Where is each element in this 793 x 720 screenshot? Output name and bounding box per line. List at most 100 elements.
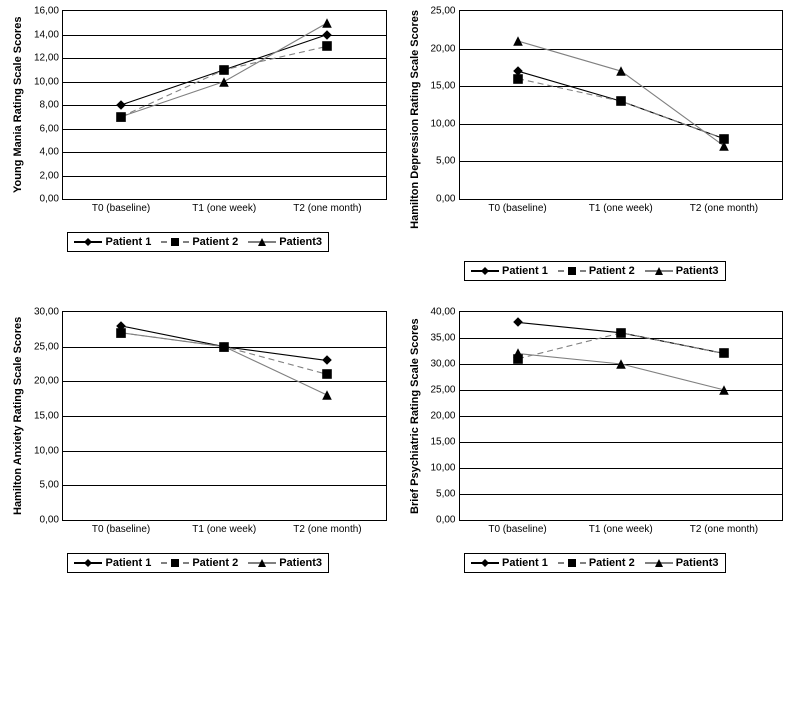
panel-hars: Hamilton Anxiety Rating Scale Scores 0,00… <box>10 311 387 582</box>
legend-item: Patient3 <box>248 557 322 569</box>
data-marker <box>615 327 627 339</box>
legend-label: Patient 1 <box>502 557 548 569</box>
y-tick-label: 10,00 <box>34 445 63 456</box>
panel-hdrs: Hamilton Depression Rating Scale Scores 0… <box>407 10 784 281</box>
y-tick-label: 8,00 <box>40 100 63 111</box>
data-marker <box>718 347 730 359</box>
legend-label: Patient 2 <box>192 236 238 248</box>
chart-area: Hamilton Depression Rating Scale Scores 0… <box>407 10 784 229</box>
y-tick-label: 10,00 <box>430 118 459 129</box>
y-tick-label: 0,00 <box>436 194 459 205</box>
data-marker <box>512 347 524 359</box>
series-line <box>518 41 724 146</box>
y-tick-label: 16,00 <box>34 6 63 17</box>
legend: Patient 1 Patient 2 Patient3 <box>67 232 329 252</box>
legend-item: Patient 1 <box>74 236 151 248</box>
y-tick-label: 10,00 <box>34 76 63 87</box>
y-tick-label: 40,00 <box>430 306 459 317</box>
data-marker <box>615 95 627 107</box>
y-tick-label: 0,00 <box>40 514 63 525</box>
legend-item: Patient3 <box>645 557 719 569</box>
data-marker <box>321 389 333 401</box>
data-marker <box>115 327 127 339</box>
legend-label: Patient3 <box>676 557 719 569</box>
y-tick-label: 12,00 <box>34 53 63 64</box>
data-marker <box>321 368 333 380</box>
legend-item: Patient 2 <box>161 557 238 569</box>
data-marker <box>321 354 333 366</box>
legend-swatch <box>248 236 276 248</box>
legend-label: Patient 1 <box>105 557 151 569</box>
data-marker <box>115 111 127 123</box>
legend-swatch <box>645 557 673 569</box>
legend-item: Patient3 <box>645 265 719 277</box>
legend-swatch <box>74 236 102 248</box>
y-tick-label: 25,00 <box>430 384 459 395</box>
x-tick-label: T0 (baseline) <box>483 199 553 214</box>
y-tick-label: 0,00 <box>436 514 459 525</box>
legend-label: Patient3 <box>279 557 322 569</box>
y-tick-label: 35,00 <box>430 332 459 343</box>
x-tick-label: T1 (one week) <box>189 520 259 535</box>
series-line <box>518 79 724 139</box>
legend-item: Patient 1 <box>471 557 548 569</box>
y-tick-label: 15,00 <box>430 81 459 92</box>
legend-swatch <box>248 557 276 569</box>
legend-label: Patient 2 <box>192 557 238 569</box>
x-tick-label: T2 (one month) <box>689 520 759 535</box>
y-tick-label: 2,00 <box>40 170 63 181</box>
plot-area: 0,005,0010,0015,0020,0025,0030,00T0 (bas… <box>62 311 387 521</box>
legend-item: Patient 2 <box>161 236 238 248</box>
legend: Patient 1 Patient 2 Patient3 <box>67 553 329 573</box>
y-tick-label: 30,00 <box>34 306 63 317</box>
series-layer <box>460 312 783 520</box>
data-marker <box>321 29 333 41</box>
legend-swatch <box>558 557 586 569</box>
legend: Patient 1 Patient 2 Patient3 <box>464 261 726 281</box>
data-marker <box>718 140 730 152</box>
x-tick-label: T1 (one week) <box>189 199 259 214</box>
legend-item: Patient 1 <box>74 557 151 569</box>
data-marker <box>218 64 230 76</box>
legend-item: Patient 2 <box>558 557 635 569</box>
chart-area: Young Mania Rating Scale Scores0,002,004… <box>10 10 387 200</box>
y-tick-label: 20,00 <box>34 376 63 387</box>
legend: Patient 1 Patient 2 Patient3 <box>464 553 726 573</box>
legend-swatch <box>161 557 189 569</box>
data-marker <box>615 358 627 370</box>
y-tick-label: 20,00 <box>430 43 459 54</box>
data-marker <box>218 76 230 88</box>
data-marker <box>321 17 333 29</box>
data-marker <box>512 35 524 47</box>
y-tick-label: 25,00 <box>430 6 459 17</box>
y-tick-label: 5,00 <box>40 480 63 491</box>
legend-label: Patient3 <box>279 236 322 248</box>
legend-item: Patient3 <box>248 236 322 248</box>
y-tick-label: 4,00 <box>40 147 63 158</box>
y-axis-label: Hamilton Anxiety Rating Scale Scores <box>10 311 26 521</box>
plot-area: 0,002,004,006,008,0010,0012,0014,0016,00… <box>62 10 387 200</box>
x-tick-label: T2 (one month) <box>689 199 759 214</box>
data-marker <box>115 99 127 111</box>
legend-item: Patient 2 <box>558 265 635 277</box>
chart-area: Hamilton Anxiety Rating Scale Scores 0,00… <box>10 311 387 521</box>
panel-bprs: Brief Psychiatric Rating Scale Scores0,0… <box>407 311 784 582</box>
plot-area: 0,005,0010,0015,0020,0025,0030,0035,0040… <box>459 311 784 521</box>
data-marker <box>512 316 524 328</box>
chart-grid: Young Mania Rating Scale Scores0,002,004… <box>10 10 783 582</box>
legend-swatch <box>471 265 499 277</box>
legend-label: Patient3 <box>676 265 719 277</box>
legend-label: Patient 1 <box>502 265 548 277</box>
y-tick-label: 15,00 <box>430 436 459 447</box>
x-tick-label: T0 (baseline) <box>86 199 156 214</box>
y-axis-label: Hamilton Depression Rating Scale Scores <box>407 10 423 229</box>
x-tick-label: T0 (baseline) <box>86 520 156 535</box>
x-tick-label: T2 (one month) <box>292 520 362 535</box>
x-tick-label: T1 (one week) <box>586 199 656 214</box>
y-tick-label: 14,00 <box>34 29 63 40</box>
data-marker <box>718 384 730 396</box>
chart-area: Brief Psychiatric Rating Scale Scores0,0… <box>407 311 784 521</box>
y-tick-label: 0,00 <box>40 194 63 205</box>
panel-ymrs: Young Mania Rating Scale Scores0,002,004… <box>10 10 387 281</box>
x-tick-label: T1 (one week) <box>586 520 656 535</box>
